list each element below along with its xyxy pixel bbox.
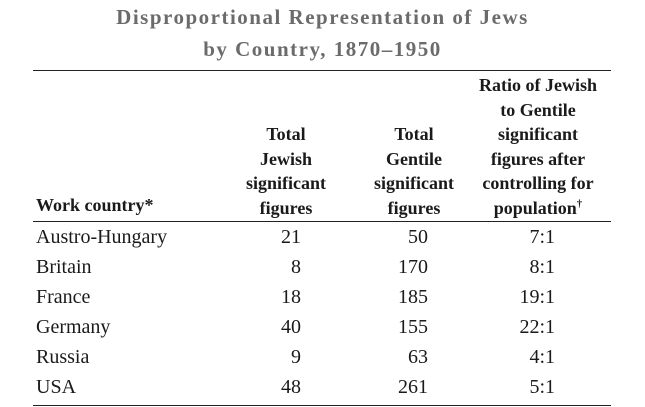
header-total-gentile: Total Gentile significant figures — [362, 122, 466, 220]
header-ratio-population: population — [493, 197, 577, 218]
cell-jewish-count: 21 — [281, 226, 301, 248]
header-total-jewish-line: significant — [245, 173, 326, 193]
cell-ratio: 4:1 — [529, 346, 555, 368]
bottom-rule — [33, 405, 611, 406]
cell-gentile-count: 185 — [398, 286, 428, 308]
cell-ratio: 8:1 — [529, 256, 555, 278]
header-ratio-line: Ratio of Jewish — [479, 75, 597, 95]
cell-country: Austro-Hungary — [36, 226, 168, 248]
cell-country: Britain — [36, 256, 92, 278]
cell-gentile-count: 170 — [398, 256, 428, 278]
cell-ratio: 22:1 — [519, 316, 555, 338]
table-row: Germany 40 155 22:1 — [0, 312, 645, 342]
header-total-gentile-line: figures — [387, 197, 441, 218]
header-ratio-line: population† — [463, 196, 613, 221]
cell-gentile-count: 155 — [398, 316, 428, 338]
table-title-line-2: by Country, 1870–1950 — [203, 37, 442, 61]
cell-jewish-count: 9 — [291, 346, 301, 368]
header-ratio-line: controlling for — [482, 173, 594, 193]
header-ratio: Ratio of Jewish to Gentile significant f… — [463, 73, 613, 220]
table-row: Britain 8 170 8:1 — [0, 252, 645, 282]
dagger-footnote-mark: † — [576, 197, 583, 210]
cell-ratio: 5:1 — [529, 376, 555, 398]
header-total-gentile-line: Total — [394, 124, 434, 144]
header-rule — [33, 221, 611, 222]
table-row: France 18 185 19:1 — [0, 282, 645, 312]
table-row: Russia 9 63 4:1 — [0, 342, 645, 372]
cell-jewish-count: 18 — [281, 286, 301, 308]
header-ratio-line: to Gentile — [500, 99, 576, 120]
header-ratio-line: figures after — [490, 148, 586, 169]
cell-country: Russia — [36, 346, 90, 368]
cell-gentile-count: 50 — [408, 226, 428, 248]
header-ratio-line: significant — [497, 124, 578, 144]
cell-gentile-count: 261 — [398, 376, 428, 398]
cell-jewish-count: 40 — [281, 316, 301, 338]
table-row: Austro-Hungary 21 50 7:1 — [0, 222, 645, 252]
header-total-jewish-line: Total — [266, 124, 306, 144]
header-work-country: Work country* — [36, 195, 154, 215]
cell-ratio: 7:1 — [529, 226, 555, 248]
header-total-jewish-line: Jewish — [259, 148, 312, 169]
header-total-gentile-line: significant — [373, 173, 454, 193]
header-total-gentile-line: Gentile — [386, 148, 442, 169]
cell-country: USA — [36, 376, 77, 398]
table-row: USA 48 261 5:1 — [0, 372, 645, 402]
table-title-line-1: Disproportional Representation of Jews — [116, 5, 529, 29]
header-total-jewish: Total Jewish significant figures — [234, 122, 338, 220]
cell-jewish-count: 8 — [291, 256, 301, 278]
cell-country: Germany — [36, 316, 111, 338]
cell-ratio: 19:1 — [519, 286, 555, 308]
cell-country: France — [36, 286, 91, 308]
top-rule — [33, 70, 611, 71]
cell-jewish-count: 48 — [281, 376, 301, 398]
cell-gentile-count: 63 — [408, 346, 428, 368]
header-total-jewish-line: figures — [259, 197, 313, 218]
